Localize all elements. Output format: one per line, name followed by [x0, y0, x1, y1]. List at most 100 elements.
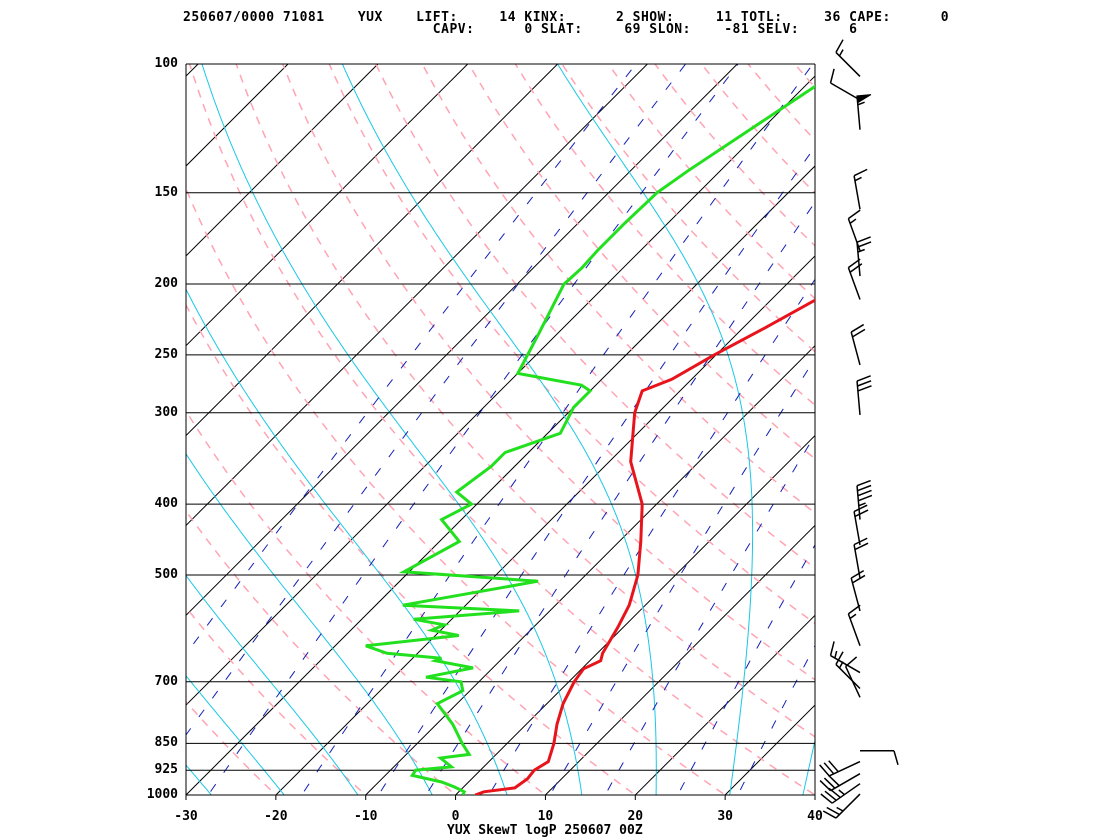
temperature-profile-line	[474, 298, 815, 795]
pressure-tick-label: 1000	[146, 787, 178, 802]
wind-barb-shaft	[828, 760, 861, 777]
wind-barb	[819, 773, 861, 792]
moist-adiabat-line	[802, 738, 815, 795]
wind-barb	[853, 504, 869, 546]
sounding-profiles	[365, 84, 815, 795]
temperature-tick-label: 0	[451, 809, 460, 824]
header-indices-line-2: CAPV: 0 SLAT: 69 SLON: -81 SELV: 6	[183, 22, 858, 37]
dewpoint-profile-line	[365, 84, 815, 795]
wind-barb	[850, 569, 866, 612]
wind-barb	[856, 236, 872, 277]
wind-barb-shaft	[850, 577, 861, 612]
wind-barb	[847, 258, 863, 300]
wind-full-barb	[856, 479, 871, 487]
wind-full-barb	[826, 806, 840, 816]
pressure-tick-label: 300	[154, 404, 178, 420]
dry-adiabat-line	[468, 64, 815, 460]
mixing-ratio-line	[425, 201, 815, 795]
isotherm-line	[0, 64, 108, 795]
chart-caption: YUX SkewT logP 250607 00Z	[447, 823, 643, 838]
wind-full-barb	[850, 569, 865, 579]
wind-barb-shaft	[853, 511, 861, 546]
wind-barb-shaft	[830, 773, 861, 792]
isotherm-line	[634, 614, 815, 795]
dry-adiabat-line	[186, 303, 637, 795]
moist-adiabat-line	[186, 288, 508, 795]
wind-barb-shaft	[856, 485, 861, 520]
wind-full-barb	[835, 39, 844, 53]
wind-barb-shaft	[847, 613, 861, 647]
wind-full-barb	[857, 489, 872, 497]
isotherm-line	[455, 434, 815, 795]
dry-adiabat-line	[902, 31, 1120, 811]
mixing-ratio-line	[186, 64, 637, 655]
wind-barb	[853, 168, 868, 210]
wind-barb-shaft	[835, 663, 861, 690]
wind-barb	[847, 209, 861, 251]
moist-adiabat-lines	[186, 64, 815, 795]
temperature-tick-label: 40	[807, 809, 823, 824]
temperature-tick-label: -10	[353, 809, 378, 824]
isotherm-line	[186, 64, 648, 527]
wind-full-barb	[858, 494, 873, 502]
wind-barb-shaft	[830, 654, 861, 674]
wind-full-barb	[847, 209, 861, 220]
wind-full-barb	[857, 380, 872, 387]
wind-barb-shaft	[847, 218, 861, 251]
isotherm-line	[186, 64, 738, 617]
pressure-tick-label: 500	[154, 566, 178, 582]
wind-barb	[856, 94, 872, 130]
dry-adiabat-line	[607, 64, 815, 300]
dry-adiabat-line	[421, 64, 815, 515]
wind-barb-shaft	[835, 793, 861, 819]
wind-full-barb	[828, 760, 839, 773]
wind-half-barb	[849, 218, 857, 224]
dry-adiabat-line	[747, 64, 815, 142]
pressure-tick-label: 400	[154, 496, 178, 512]
wind-full-barb	[893, 750, 899, 765]
moist-adiabat-line	[186, 452, 433, 795]
wind-barb	[822, 793, 861, 819]
mixing-ratio-line	[604, 434, 815, 795]
wind-barb-shaft	[830, 82, 861, 101]
mixing-ratio-line	[186, 64, 686, 736]
wind-full-barb	[820, 793, 833, 804]
wind-barb	[853, 537, 869, 579]
isotherm-line	[365, 344, 815, 795]
wind-barb-shaft	[831, 783, 861, 804]
wind-barb	[835, 39, 861, 77]
isotherm-line	[545, 524, 815, 795]
dry-adiabat-line	[186, 509, 457, 795]
dry-adiabat-line	[857, 31, 1120, 811]
wind-barb	[820, 783, 861, 804]
wind-barb	[856, 479, 873, 520]
mixing-ratio-line	[549, 357, 815, 795]
wind-half-barb	[838, 789, 845, 796]
pressure-tick-label: 700	[154, 673, 178, 689]
wind-full-barb	[857, 241, 872, 248]
wind-barbs	[819, 39, 899, 819]
dry-adiabat-line	[328, 64, 815, 625]
pressure-tick-label: 850	[154, 735, 178, 751]
header-indices-line-1: 250607/0000 71081 YUX LIFT: 14 KINX: 2 S…	[183, 10, 950, 25]
dry-adiabat-line	[188, 64, 815, 795]
dry-adiabat-line	[186, 186, 727, 795]
isotherm-lines	[0, 64, 815, 795]
dry-adiabat-line	[186, 793, 188, 795]
isotherm-line	[186, 64, 379, 257]
wind-full-barb	[852, 574, 866, 584]
wind-barb-shaft	[850, 331, 861, 366]
dry-adiabat-line	[561, 64, 815, 353]
wind-full-barb	[819, 764, 830, 777]
wind-full-barb	[856, 375, 871, 382]
dry-adiabat-line	[186, 409, 547, 795]
wind-half-barb	[834, 650, 838, 659]
mixing-ratio-line	[377, 145, 815, 795]
wind-barb-shaft	[853, 544, 861, 579]
wind-half-barb	[858, 502, 866, 507]
wind-full-barb	[829, 641, 835, 656]
wind-barb	[850, 323, 866, 366]
wind-half-barb	[849, 613, 857, 620]
wind-full-barb	[856, 236, 871, 243]
